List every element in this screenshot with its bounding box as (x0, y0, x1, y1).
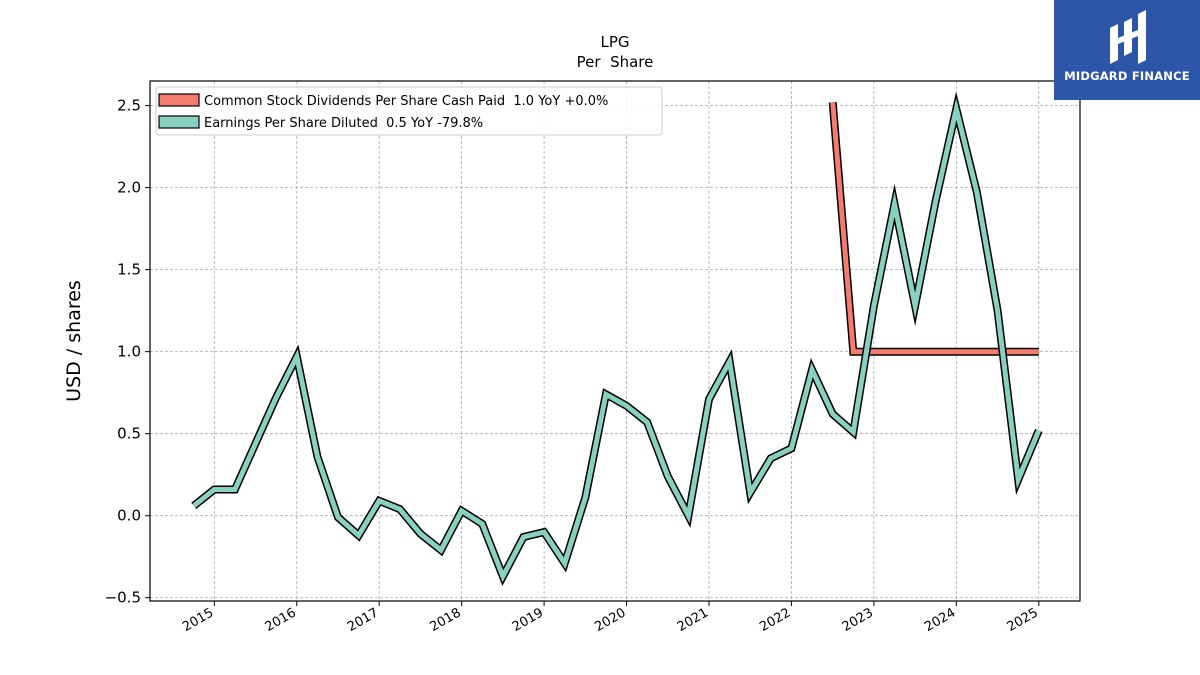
x-tick-label: 2024 (922, 605, 958, 635)
x-tick-label: 2025 (1005, 605, 1041, 635)
legend-label-dividends: Common Stock Dividends Per Share Cash Pa… (204, 94, 608, 109)
y-axis: −0.5 0.0 0.5 1.0 1.5 2.0 2.5 (105, 97, 150, 607)
y-tick-label: 2.0 (117, 179, 141, 197)
grid-lines (150, 81, 1080, 601)
legend-swatch-dividends (158, 93, 200, 107)
legend: Common Stock Dividends Per Share Cash Pa… (155, 86, 663, 136)
brand-logo: MIDGARD FINANCE (1054, 0, 1200, 100)
y-tick-label: 0.5 (117, 425, 141, 443)
x-tick-label: 2021 (675, 605, 711, 635)
x-tick-label: 2023 (840, 605, 876, 635)
series-eps-outline (191, 91, 1043, 587)
x-tick-label: 2017 (345, 605, 381, 635)
x-tick-label: 2020 (592, 605, 628, 635)
chart-subtitle: Per Share (577, 53, 654, 71)
midgard-finance-logo-icon (1110, 10, 1146, 64)
x-axis: 2015 2016 2017 2018 2019 2020 2021 2022 2023 2024… (180, 601, 1041, 635)
y-tick-label: 1.5 (117, 261, 141, 279)
y-tick-label: 0.0 (117, 507, 141, 525)
legend-box (155, 86, 663, 136)
series-dividends-line (830, 102, 1039, 355)
x-tick-label: 2019 (510, 605, 546, 635)
x-tick-label: 2016 (263, 605, 299, 635)
series-layer (191, 91, 1043, 587)
chart-title: LPG (600, 33, 629, 51)
y-tick-label: −0.5 (105, 589, 141, 607)
legend-label-eps: Earnings Per Share Diluted 0.5 YoY -79.8… (204, 116, 483, 131)
x-tick-label: 2022 (757, 605, 793, 635)
brand-name: MIDGARD FINANCE (1064, 69, 1190, 83)
x-tick-label: 2018 (427, 605, 463, 635)
y-tick-label: 2.5 (117, 97, 141, 115)
series-dividends-outline (828, 101, 1039, 356)
series-eps-line (192, 97, 1042, 583)
y-tick-label: 1.0 (117, 343, 141, 361)
x-tick-label: 2015 (180, 605, 216, 635)
legend-swatch-eps (158, 115, 200, 129)
plot-frame (149, 80, 1081, 602)
y-axis-label: USD / shares (63, 280, 85, 402)
